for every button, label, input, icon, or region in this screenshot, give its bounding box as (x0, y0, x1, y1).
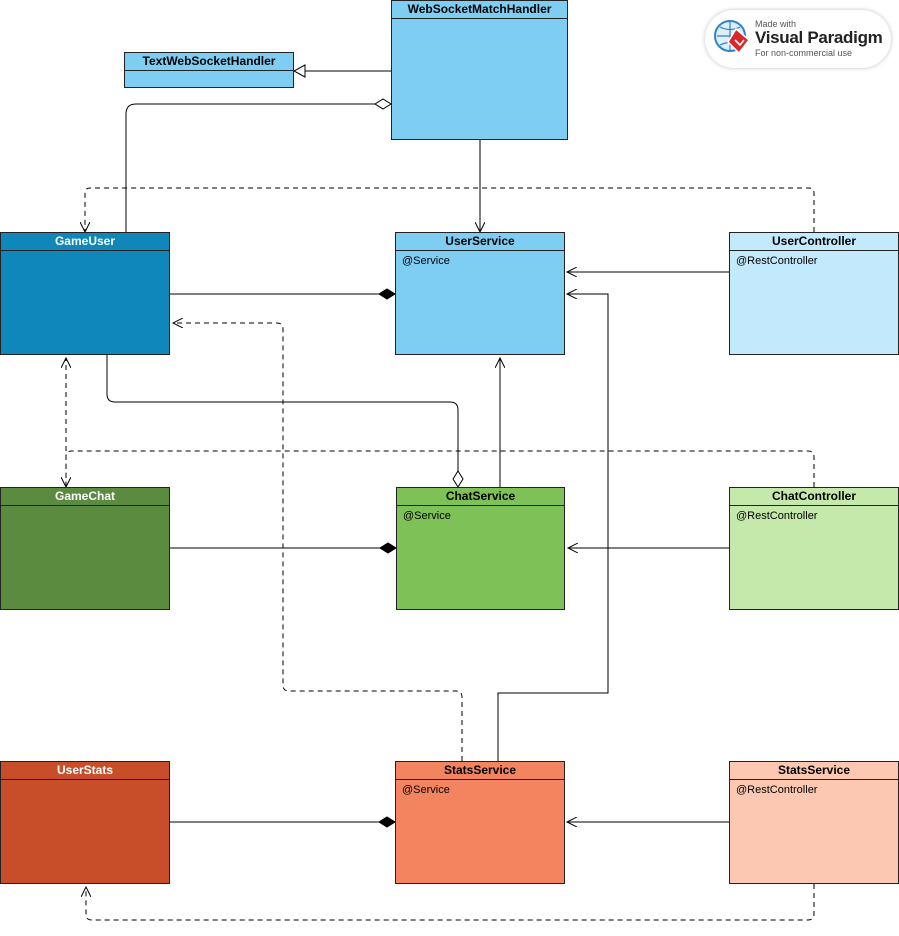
class-annotation: @Service (402, 255, 450, 267)
class-user-stats[interactable]: UserStats (0, 761, 170, 884)
aggregation-gameuser-to-handler (125, 98, 392, 232)
class-name: ChatService (397, 488, 564, 506)
class-websocket-match-handler[interactable]: WebSocketMatchHandler (391, 0, 568, 140)
class-annotation: @RestController (736, 510, 818, 522)
class-user-controller[interactable]: UserController @RestController (729, 232, 899, 355)
dashed-statsservice-to-gameuser (173, 323, 463, 761)
dashed-chatcontroller-to-gamechat (66, 450, 815, 487)
class-game-chat[interactable]: GameChat (0, 487, 170, 610)
watermark-line1: Made with (755, 19, 797, 29)
class-game-user[interactable]: GameUser (0, 232, 170, 355)
class-annotation: @RestController (736, 255, 818, 267)
visual-paradigm-watermark: Made with Visual Paradigm For non-commer… (705, 10, 891, 68)
class-annotation: @Service (403, 510, 451, 522)
class-name: GameUser (1, 233, 169, 251)
class-name: WebSocketMatchHandler (392, 1, 567, 19)
class-name: StatsService (396, 762, 564, 780)
class-name: ChatController (730, 488, 898, 506)
class-annotation: @Service (402, 784, 450, 796)
class-stats-controller[interactable]: StatsService @RestController (729, 761, 899, 884)
class-name: GameChat (1, 488, 169, 506)
class-chat-controller[interactable]: ChatController @RestController (729, 487, 899, 610)
class-name: TextWebSocketHandler (125, 53, 293, 71)
watermark-line2: Visual Paradigm (755, 28, 883, 47)
dashed-statscontroller-to-userstats (86, 884, 815, 921)
class-user-service[interactable]: UserService @Service (395, 232, 565, 355)
class-name: StatsService (730, 762, 898, 780)
class-chat-service[interactable]: ChatService @Service (396, 487, 565, 610)
association-statsservice-to-userservice (497, 294, 609, 761)
dashed-usercontroller-to-gameuser (85, 187, 815, 232)
class-stats-service[interactable]: StatsService @Service (395, 761, 565, 884)
class-name: UserController (730, 233, 898, 251)
watermark-line3: For non-commercial use (755, 48, 853, 58)
class-text-websocket-handler[interactable]: TextWebSocketHandler (124, 52, 294, 88)
visual-paradigm-logo-icon (714, 20, 751, 55)
class-annotation: @RestController (736, 784, 818, 796)
aggregation-gameuser-to-chatservice (106, 355, 464, 488)
class-name: UserService (396, 233, 564, 251)
class-name: UserStats (1, 762, 169, 780)
